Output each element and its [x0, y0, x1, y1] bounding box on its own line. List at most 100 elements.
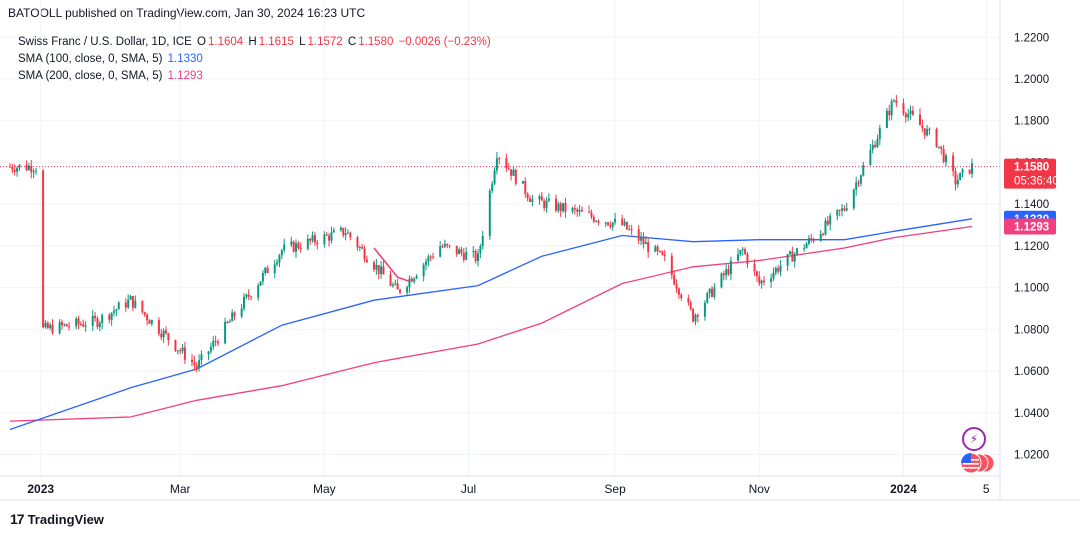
candle-body	[893, 100, 895, 102]
candle-body	[455, 245, 458, 255]
candle-body	[413, 278, 416, 282]
candle-body	[349, 232, 352, 238]
candle-body	[581, 210, 583, 212]
candle-body	[96, 318, 99, 327]
candle-body	[741, 249, 744, 251]
legend-close: 1.1580	[358, 36, 394, 48]
candle-body	[737, 254, 739, 261]
candle-body	[316, 242, 319, 245]
candle-body	[578, 210, 581, 212]
candle-body	[564, 202, 567, 212]
candle-body	[819, 233, 822, 241]
candle-body	[919, 114, 921, 126]
candle-body	[803, 248, 806, 250]
candle-body	[347, 232, 349, 234]
candle-body	[956, 180, 959, 185]
footer-brand[interactable]: 17 TradingView	[10, 511, 104, 527]
candle-body	[555, 198, 557, 211]
candle-body	[592, 216, 595, 222]
candle-body	[415, 276, 418, 279]
candle-body	[498, 158, 501, 160]
candle-body	[98, 323, 101, 327]
candle-body	[224, 321, 227, 344]
candle-body	[233, 312, 236, 317]
candle-body	[266, 267, 269, 274]
y-tick-label: 1.0400	[1014, 408, 1049, 420]
candle-body	[595, 221, 598, 223]
candle-body	[940, 146, 943, 150]
candle-body	[228, 321, 231, 323]
candle-body	[935, 128, 938, 147]
candle-body	[292, 241, 295, 252]
candle-body	[495, 158, 498, 171]
candle-body	[774, 267, 777, 273]
candle-body	[27, 165, 30, 170]
candle-body	[663, 254, 666, 257]
candle-body	[687, 298, 690, 303]
candle-body	[659, 251, 661, 253]
candle-body	[640, 237, 643, 241]
candle-body	[689, 302, 692, 309]
candle-body	[443, 243, 446, 247]
candle-body	[191, 359, 193, 363]
candle-body	[763, 280, 765, 283]
candle-body	[328, 235, 331, 241]
candle-body	[44, 322, 47, 328]
candle-body	[824, 220, 827, 235]
candle-body	[439, 246, 442, 257]
candle-body	[408, 278, 411, 288]
legend-open-label: O	[197, 36, 206, 48]
candle-body	[167, 333, 170, 341]
candle-body	[673, 274, 676, 285]
candle-body	[297, 243, 300, 249]
candle-body	[845, 208, 848, 211]
y-tick-label: 1.2200	[1014, 32, 1049, 44]
x-tick-label: 2024	[890, 482, 917, 496]
candle-body	[488, 190, 491, 236]
candle-body	[179, 350, 182, 352]
candle-body	[150, 320, 153, 324]
candle-body	[295, 243, 297, 252]
legend-change: −0.0026 (−0.23%)	[398, 36, 491, 48]
candle-body	[290, 241, 293, 245]
candle-body	[148, 320, 151, 324]
candle-body	[507, 168, 510, 170]
candle-body	[422, 264, 425, 277]
pattern-annotation[interactable]	[373, 247, 410, 283]
candle-body	[493, 170, 496, 184]
candle-body	[770, 278, 773, 283]
y-tick-label: 1.1000	[1014, 283, 1049, 295]
candle-body	[692, 308, 695, 322]
y-tick-label: 1.0600	[1014, 366, 1049, 378]
candle-body	[129, 296, 132, 300]
candle-body	[396, 283, 399, 290]
candle-body	[703, 302, 706, 317]
candle-body	[937, 146, 940, 148]
candle-body	[562, 202, 565, 212]
lightning-icon[interactable]: ⚡	[962, 427, 986, 451]
candle-body	[11, 166, 14, 170]
candle-body	[706, 293, 709, 303]
candle-body	[547, 198, 550, 201]
candle-body	[432, 256, 435, 258]
legend-symbol: Swiss Franc / U.S. Dollar, 1D, ICE	[18, 36, 192, 48]
last-price-badge: 1.1580 05:36:40	[1004, 158, 1059, 189]
candle-body	[855, 182, 858, 190]
candle-body	[793, 253, 796, 262]
candle-body	[945, 155, 947, 163]
candle-body	[18, 164, 21, 168]
candle-body	[458, 249, 461, 255]
candle-body	[521, 180, 524, 184]
us-flag-icon[interactable]	[960, 452, 996, 474]
x-tick-label: Nov	[749, 482, 770, 496]
candle-body	[299, 248, 302, 250]
candle-body	[427, 256, 430, 262]
candle-body	[760, 280, 763, 284]
y-tick-label: 1.1800	[1014, 116, 1049, 128]
candle-body	[968, 169, 971, 174]
candle-body	[49, 324, 52, 329]
publisher-line: BATOOLL published on TradingView.com, Ja…	[8, 6, 366, 20]
candle-body	[380, 266, 383, 274]
candle-body	[217, 341, 219, 344]
